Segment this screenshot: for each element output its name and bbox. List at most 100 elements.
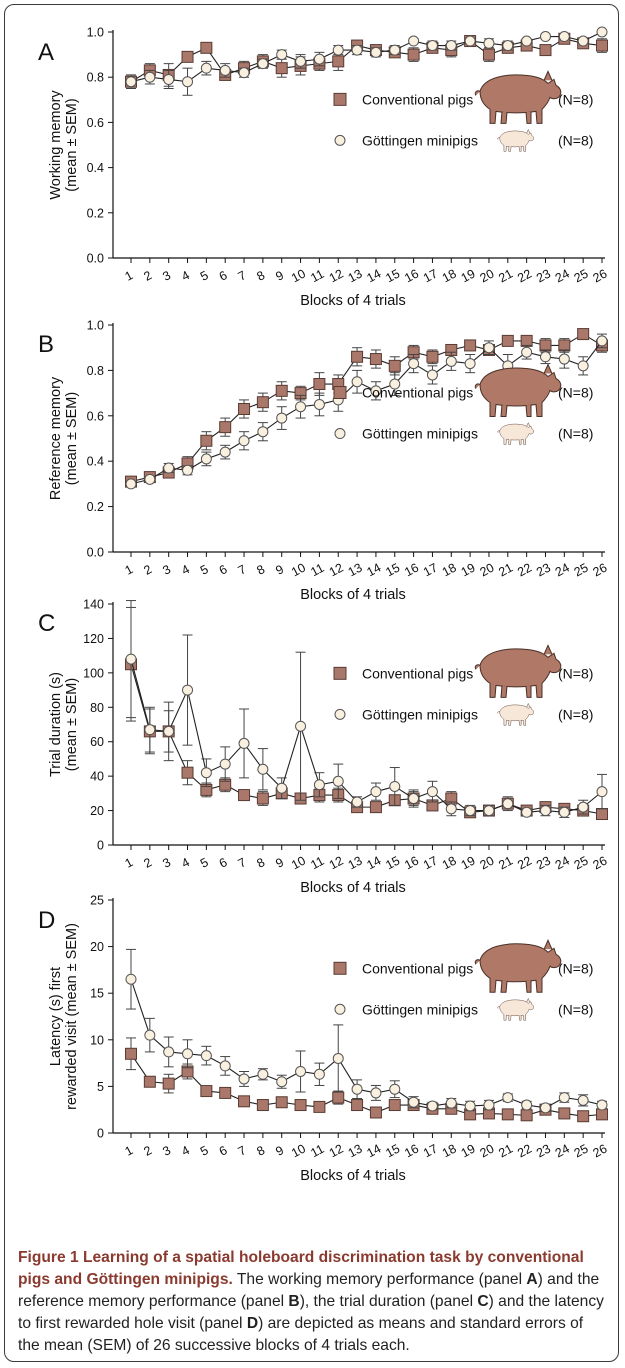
data-point-minipig — [521, 35, 533, 47]
y-axis-label-line: (mean ± SEM) — [64, 98, 80, 191]
x-tick-label: 26 — [591, 1142, 610, 1161]
x-tick-label: 2 — [141, 562, 154, 578]
x-tick-label: 24 — [553, 267, 572, 286]
caption-text-5: ) are depicted as means and standard err… — [18, 1315, 584, 1354]
panel-b-chart: B0.00.20.40.60.81.01 2 3 4 5 6 7 8 9 10 11 12 13 14 15… — [38, 319, 609, 604]
data-point-minipig — [125, 76, 137, 88]
series-conventional — [125, 1037, 608, 1123]
data-point-minipig — [219, 758, 231, 770]
legend-label-minipig: Göttingen minipigs — [362, 1001, 478, 1017]
data-point-conventional — [577, 328, 590, 341]
data-point-minipig — [483, 805, 495, 817]
x-tick-label: 13 — [346, 561, 365, 580]
x-tick-label: 12 — [327, 854, 346, 873]
data-point-minipig — [408, 793, 420, 805]
minipig-icon — [497, 422, 534, 445]
data-point-minipig — [577, 801, 589, 813]
x-tick-label: 3 — [160, 562, 173, 578]
legend-n-minipig: (N=8) — [558, 706, 593, 722]
legend-marker-minipig — [334, 428, 346, 440]
data-point-minipig — [332, 44, 344, 56]
x-tick-label: 19 — [459, 1142, 478, 1161]
x-tick-label: 18 — [440, 854, 459, 873]
x-tick-label: 6 — [217, 562, 230, 578]
legend-label-minipig: Göttingen minipigs — [362, 706, 478, 722]
x-tick-label: 16 — [402, 854, 421, 873]
data-point-minipig — [539, 31, 551, 43]
x-tick-label: 25 — [572, 561, 591, 580]
legend-n-minipig: (N=8) — [558, 132, 593, 148]
data-point-conventional — [256, 396, 269, 409]
data-point-conventional — [238, 402, 251, 415]
x-axis-label: Blocks of 4 trials — [300, 293, 406, 309]
y-tick-label: 0.0 — [87, 252, 104, 266]
data-point-minipig — [182, 684, 194, 696]
x-tick-label: 18 — [440, 561, 459, 580]
data-point-minipig — [558, 1092, 570, 1104]
data-point-minipig — [483, 37, 495, 49]
conventional-pig-icon — [474, 70, 562, 124]
y-axis-label-line: (mean ± SEM) — [64, 392, 80, 485]
x-tick-label: 21 — [496, 854, 515, 873]
y-tick-label: 0.4 — [87, 455, 104, 469]
x-tick-label: 19 — [459, 854, 478, 873]
x-tick-label: 7 — [236, 562, 249, 578]
y-axis-label-line: Trial duration (s) — [48, 672, 64, 777]
x-tick-label: 11 — [308, 854, 326, 872]
data-point-conventional — [577, 1110, 590, 1123]
data-point-conventional — [256, 1099, 269, 1112]
y-tick-label: 40 — [90, 770, 104, 784]
x-tick-label: 15 — [383, 1142, 402, 1161]
data-point-conventional — [275, 1096, 288, 1109]
data-point-minipig — [539, 351, 551, 363]
legend-label-minipig: Göttingen minipigs — [362, 132, 478, 148]
data-point-minipig — [163, 1046, 175, 1058]
data-point-minipig — [238, 737, 250, 749]
legend: Conventional pigs Göttingen minipigs (N=8)… — [333, 363, 593, 445]
data-point-minipig — [464, 805, 476, 817]
data-point-minipig — [558, 806, 570, 818]
data-point-minipig — [408, 1096, 420, 1108]
x-tick-label: 24 — [553, 561, 572, 580]
data-point-conventional — [181, 50, 194, 63]
data-point-minipig — [502, 40, 514, 52]
y-tick-label: 0 — [97, 839, 104, 853]
data-point-minipig — [276, 782, 288, 794]
caption-text-1: The working memory performance (panel — [232, 1271, 527, 1288]
data-point-conventional — [143, 1075, 156, 1088]
data-point-minipig — [332, 775, 344, 787]
legend-n-minipig: (N=8) — [558, 1001, 593, 1017]
figure-caption: Figure 1 Learning of a spatial holeboard… — [18, 1247, 608, 1357]
data-point-conventional — [313, 1100, 326, 1113]
data-point-minipig — [257, 58, 269, 70]
legend: Conventional pigs Göttingen minipigs (N=8)… — [333, 939, 593, 1021]
x-tick-label: 25 — [572, 267, 591, 286]
x-tick-label: 4 — [179, 855, 192, 871]
data-point-minipig — [163, 462, 175, 474]
data-point-minipig — [295, 1065, 307, 1077]
x-tick-label: 17 — [421, 854, 440, 873]
data-point-conventional — [238, 789, 251, 802]
y-tick-label: 1.0 — [87, 319, 104, 333]
x-tick-label: 7 — [236, 268, 249, 284]
data-point-minipig — [313, 1068, 325, 1080]
x-tick-label: 14 — [364, 854, 383, 873]
series-minipig — [125, 600, 608, 818]
x-tick-label: 23 — [534, 1142, 553, 1161]
y-axis-label-line: Working memory — [48, 90, 64, 200]
x-tick-label: 12 — [327, 1142, 346, 1161]
legend-n-conventional: (N=8) — [558, 385, 593, 401]
data-point-minipig — [163, 725, 175, 737]
data-point-minipig — [408, 35, 420, 47]
data-point-minipig — [351, 796, 363, 808]
data-point-minipig — [125, 653, 137, 665]
data-point-minipig — [257, 763, 269, 775]
x-tick-label: 26 — [591, 267, 610, 286]
data-point-minipig — [558, 353, 570, 365]
data-point-conventional — [162, 1077, 175, 1090]
data-point-conventional — [200, 1085, 213, 1098]
data-point-minipig — [257, 426, 269, 438]
y-tick-label: 0.2 — [87, 206, 104, 220]
data-point-conventional — [125, 1047, 137, 1060]
data-point-minipig — [502, 798, 514, 810]
